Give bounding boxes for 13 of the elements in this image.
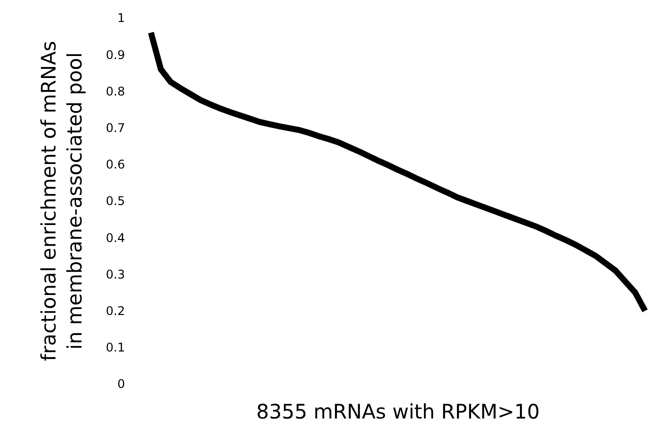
y-tick-label: 0.2 [106, 304, 125, 318]
x-axis-title: 8355 mRNAs with RPKM>10 [256, 400, 540, 424]
y-tick-label: 0.1 [106, 340, 125, 355]
y-tick-label: 0.6 [106, 158, 125, 172]
y-tick-label: 0 [117, 377, 125, 392]
y-tick-label: 1 [117, 11, 125, 26]
y-axis-title: fractional enrichment of mRNAs in membrane-associated pool [36, 40, 86, 362]
y-tick-label: 0.4 [106, 230, 125, 245]
y-tick-label: 0.3 [106, 267, 125, 282]
y-tick-label: 0.7 [106, 121, 125, 135]
y-tick-label: 0.5 [106, 194, 125, 208]
y-tick-label: 0.9 [106, 48, 125, 62]
y-tick-label: 0.8 [106, 84, 125, 98]
